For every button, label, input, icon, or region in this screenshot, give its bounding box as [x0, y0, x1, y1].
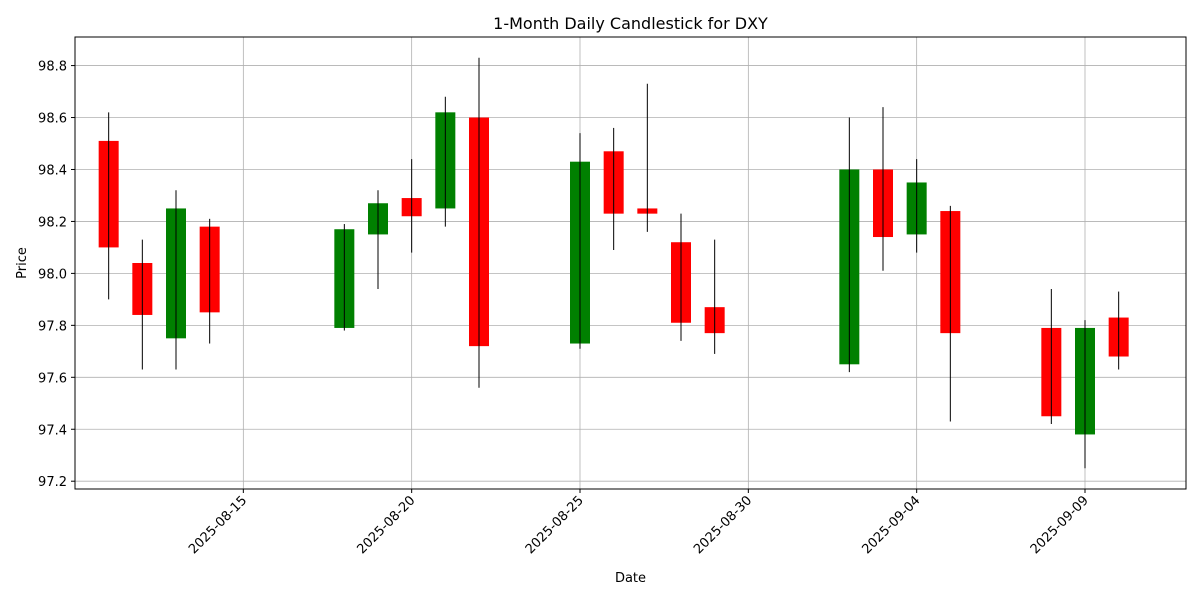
y-tick-label: 98.6: [38, 112, 67, 127]
y-tick-label: 97.2: [38, 475, 67, 490]
y-tick-label: 98.8: [38, 60, 67, 75]
plot-frame: [74, 36, 1187, 490]
x-axis-title: Date: [615, 571, 646, 586]
candles: [98, 57, 1129, 469]
y-tick-label: 97.4: [38, 423, 67, 438]
y-tick-label: 97.8: [38, 319, 67, 334]
y-axis-title: Price: [15, 247, 30, 279]
y-tick-label: 98.4: [38, 163, 67, 178]
chart-title: 1-Month Daily Candlestick for DXY: [493, 14, 768, 33]
y-tick-label: 98.2: [38, 215, 67, 230]
y-tick-label: 98.0: [38, 267, 67, 282]
y-tick-label: 97.6: [38, 371, 67, 386]
grid-lines: [75, 37, 1186, 489]
